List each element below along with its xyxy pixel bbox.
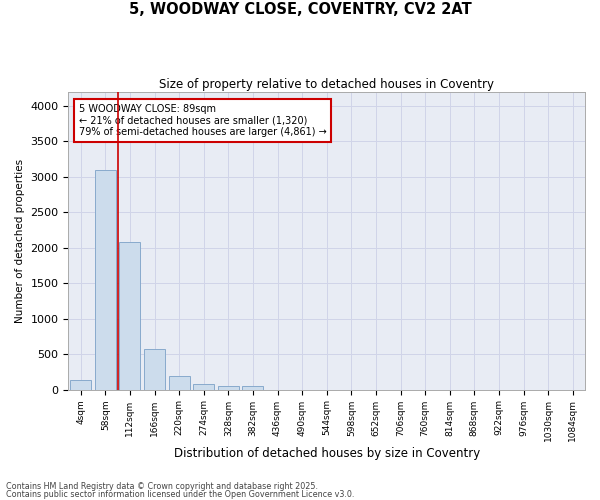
Text: 5 WOODWAY CLOSE: 89sqm
← 21% of detached houses are smaller (1,320)
79% of semi-: 5 WOODWAY CLOSE: 89sqm ← 21% of detached… [79,104,326,137]
Y-axis label: Number of detached properties: Number of detached properties [15,158,25,322]
Title: Size of property relative to detached houses in Coventry: Size of property relative to detached ho… [159,78,494,90]
Bar [95,170,116,390]
Text: 5, WOODWAY CLOSE, COVENTRY, CV2 2AT: 5, WOODWAY CLOSE, COVENTRY, CV2 2AT [128,2,472,18]
Text: Contains HM Land Registry data © Crown copyright and database right 2025.: Contains HM Land Registry data © Crown c… [6,482,318,491]
Bar [218,386,239,390]
Bar [119,242,140,390]
Bar [242,386,263,390]
Bar [169,376,190,390]
X-axis label: Distribution of detached houses by size in Coventry: Distribution of detached houses by size … [173,447,480,460]
Bar [144,349,165,390]
Text: Contains public sector information licensed under the Open Government Licence v3: Contains public sector information licen… [6,490,355,499]
Bar [70,380,91,390]
Bar [193,384,214,390]
